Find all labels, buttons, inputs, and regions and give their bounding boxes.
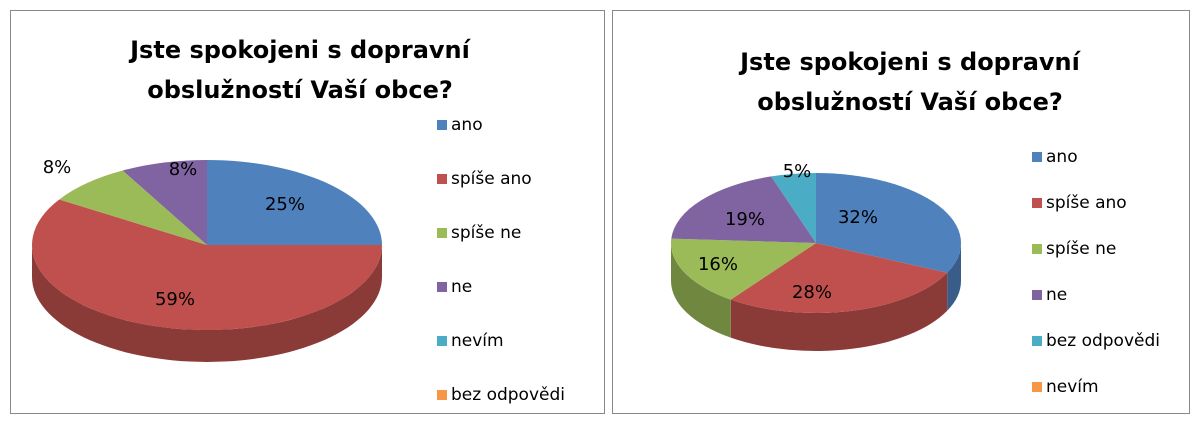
slice-side <box>730 272 948 352</box>
legend-swatch <box>1032 198 1042 208</box>
legend-swatch <box>437 336 447 346</box>
data-label: 16% <box>698 254 738 275</box>
data-label: 59% <box>155 289 195 310</box>
slice <box>671 176 816 243</box>
data-label: 32% <box>838 207 878 228</box>
legend-swatch <box>1032 290 1042 300</box>
legend-label: ano <box>1046 147 1078 167</box>
slice <box>771 173 816 243</box>
legend-swatch <box>1032 244 1042 254</box>
legend-swatch <box>437 174 447 184</box>
legend-label: ano <box>451 115 483 135</box>
data-label: 8% <box>169 159 198 180</box>
slice <box>816 173 962 273</box>
slice <box>32 199 383 330</box>
slice-side <box>32 245 382 362</box>
legend-swatch <box>1032 152 1042 162</box>
chart-title: Jste spokojeni s dopravní obslužností Va… <box>740 48 1080 116</box>
legend-swatch <box>437 228 447 238</box>
slice <box>671 238 816 300</box>
data-label: 19% <box>725 209 765 230</box>
legend-label: spíše ne <box>451 223 521 243</box>
data-label: 5% <box>783 161 812 182</box>
data-label: 25% <box>265 194 305 215</box>
slice <box>730 243 948 314</box>
slice <box>122 160 207 245</box>
legend-label: nevím <box>451 331 504 351</box>
legend-swatch <box>437 120 447 130</box>
legend-swatch <box>1032 336 1042 346</box>
legend-label: spíše ano <box>1046 193 1127 213</box>
slice-side <box>671 243 731 338</box>
legend-label: nevím <box>1046 377 1099 397</box>
legend-label: bez odpovědi <box>451 385 565 405</box>
slice <box>59 170 207 245</box>
data-label: 28% <box>792 282 832 303</box>
legend-swatch <box>437 390 447 400</box>
legend-label: ne <box>451 277 472 297</box>
legend-swatch <box>1032 382 1042 392</box>
legend-label: bez odpovědi <box>1046 331 1160 351</box>
legend-label: spíše ne <box>1046 239 1116 259</box>
legend-swatch <box>437 282 447 292</box>
slice <box>207 160 382 245</box>
legend-label: ne <box>1046 285 1067 305</box>
legend-label: spíše ano <box>451 169 532 189</box>
data-label: 8% <box>43 157 72 178</box>
slice-side <box>947 243 961 311</box>
chart-title: Jste spokojeni s dopravní obslužností Va… <box>130 36 470 104</box>
